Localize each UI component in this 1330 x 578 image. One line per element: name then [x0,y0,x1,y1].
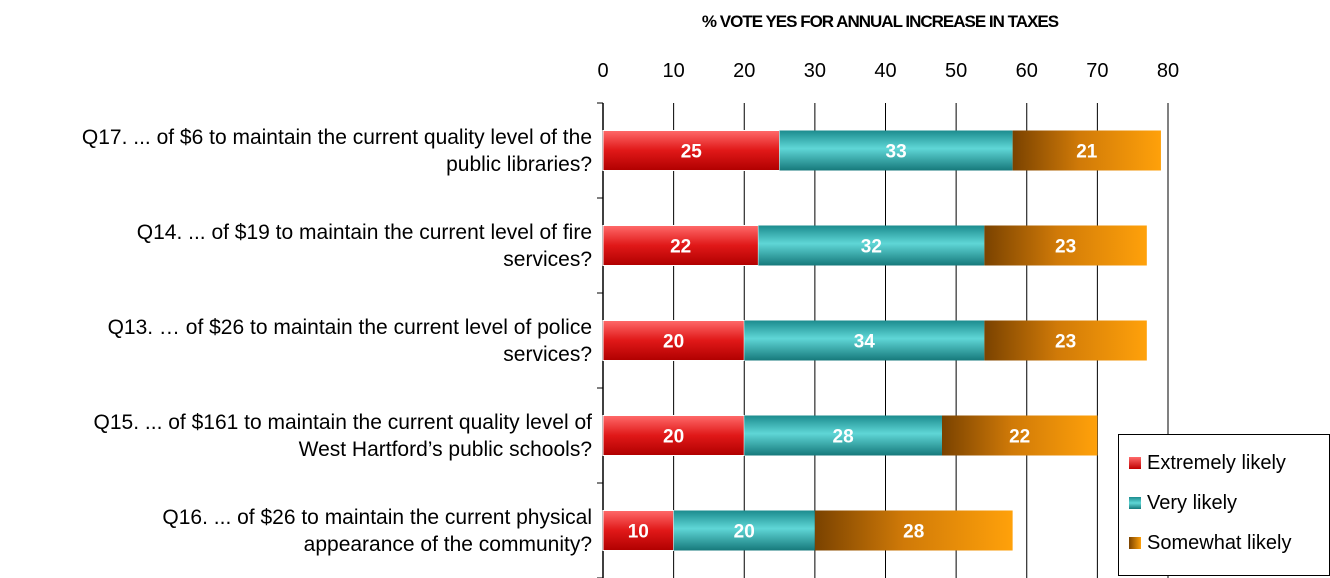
data-label: 25 [681,142,703,163]
data-label: 34 [854,332,876,353]
category-label-line: Q16. ... of $26 to maintain the current … [162,505,592,529]
category-label: Q14. ... of $19 to maintain the current … [0,219,592,273]
x-tick-label: 10 [663,60,685,82]
bar-segment [744,415,942,456]
category-label-line: services? [503,247,592,271]
bar-segment [744,320,985,361]
bar-segment [602,415,745,456]
x-tick-label: 60 [1016,60,1038,82]
data-label: 33 [886,142,907,163]
category-label-line: Q14. ... of $19 to maintain the current … [136,220,592,244]
legend-label: Very likely [1147,492,1238,514]
x-tick-label: 0 [597,60,608,82]
bar-segment [814,510,1013,551]
data-label: 28 [833,427,854,448]
legend-item-extremely-likely: Extremely likely [1129,451,1286,475]
bar-segment [602,320,745,361]
x-axis-ticks: 0 10 20 30 40 50 60 70 80 [597,60,1179,82]
bar-segment [779,130,1013,171]
legend: Extremely likely Very likely Somewhat li… [1118,434,1330,576]
category-label: Q15. ... of $161 to maintain the current… [0,409,592,463]
legend-item-somewhat-likely: Somewhat likely [1129,531,1292,555]
category-label-line: appearance of the community? [303,532,592,556]
data-label: 10 [628,522,649,543]
x-tick-label: 20 [733,60,755,82]
bar-segment [1012,130,1161,171]
y-axis [597,102,604,578]
bar-segment [984,225,1147,266]
legend-label: Extremely likely [1147,452,1286,474]
x-tick-label: 30 [804,60,826,82]
chart-title: % VOTE YES FOR ANNUAL INCREASE IN TAXES [702,12,1059,31]
bar-segment [984,320,1147,361]
category-label: Q16. ... of $26 to maintain the current … [0,504,592,558]
legend-item-very-likely: Very likely [1129,491,1237,515]
category-label-line: West Hartford’s public schools? [298,437,592,461]
category-label-line: Q15. ... of $161 to maintain the current… [93,410,592,434]
bars: 25 33 21 22 32 23 20 34 23 20 28 22 10 20 28 [602,130,1161,551]
data-label: 28 [903,522,924,543]
x-tick-label: 40 [874,60,896,82]
data-label: 21 [1076,142,1098,163]
x-tick-label: 70 [1086,60,1108,82]
legend-swatch-red [1129,457,1141,469]
category-label: Q17. ... of $6 to maintain the current q… [0,124,592,178]
category-label: Q13. … of $26 to maintain the current le… [0,314,592,368]
bar-segment [673,510,815,551]
bar-segment [602,510,675,551]
data-label: 23 [1055,237,1076,258]
category-label-line: Q13. … of $26 to maintain the current le… [107,315,592,339]
legend-swatch-orange [1129,537,1141,549]
data-label: 20 [663,332,684,353]
bar-segment [602,130,781,171]
bar-segment [602,225,759,266]
x-tick-label: 50 [945,60,967,82]
data-label: 22 [670,237,691,258]
legend-swatch-teal [1129,497,1141,509]
legend-label: Somewhat likely [1147,532,1292,554]
data-label: 23 [1055,332,1076,353]
category-label-line: public libraries? [446,152,592,176]
bar-segment [942,415,1098,456]
x-tick-label: 80 [1157,60,1179,82]
data-label: 20 [734,522,755,543]
category-label-line: Q17. ... of $6 to maintain the current q… [81,125,592,149]
data-label: 22 [1009,427,1030,448]
data-label: 32 [861,237,882,258]
bar-segment [758,225,985,266]
data-label: 20 [663,427,684,448]
category-label-line: services? [503,342,592,366]
